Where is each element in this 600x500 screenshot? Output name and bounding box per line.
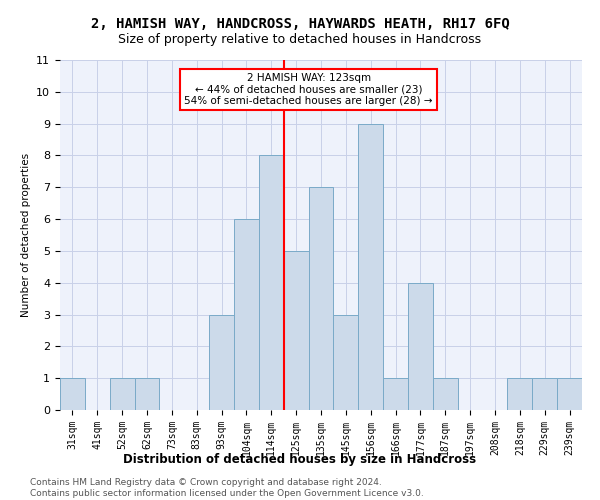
Bar xyxy=(557,378,582,410)
Text: 2, HAMISH WAY, HANDCROSS, HAYWARDS HEATH, RH17 6FQ: 2, HAMISH WAY, HANDCROSS, HAYWARDS HEATH… xyxy=(91,18,509,32)
Bar xyxy=(408,282,433,410)
Text: 2 HAMISH WAY: 123sqm
← 44% of detached houses are smaller (23)
54% of semi-detac: 2 HAMISH WAY: 123sqm ← 44% of detached h… xyxy=(184,72,433,106)
Text: Distribution of detached houses by size in Handcross: Distribution of detached houses by size … xyxy=(124,452,476,466)
Bar xyxy=(284,251,308,410)
Bar xyxy=(433,378,458,410)
Bar xyxy=(308,188,334,410)
Bar xyxy=(234,219,259,410)
Text: Size of property relative to detached houses in Handcross: Size of property relative to detached ho… xyxy=(118,32,482,46)
Text: Contains HM Land Registry data © Crown copyright and database right 2024.
Contai: Contains HM Land Registry data © Crown c… xyxy=(30,478,424,498)
Bar xyxy=(532,378,557,410)
Bar xyxy=(134,378,160,410)
Bar xyxy=(358,124,383,410)
Bar xyxy=(334,314,358,410)
Bar xyxy=(259,156,284,410)
Bar xyxy=(508,378,532,410)
Bar xyxy=(209,314,234,410)
Bar xyxy=(383,378,408,410)
Y-axis label: Number of detached properties: Number of detached properties xyxy=(21,153,31,317)
Bar xyxy=(60,378,85,410)
Bar xyxy=(110,378,134,410)
